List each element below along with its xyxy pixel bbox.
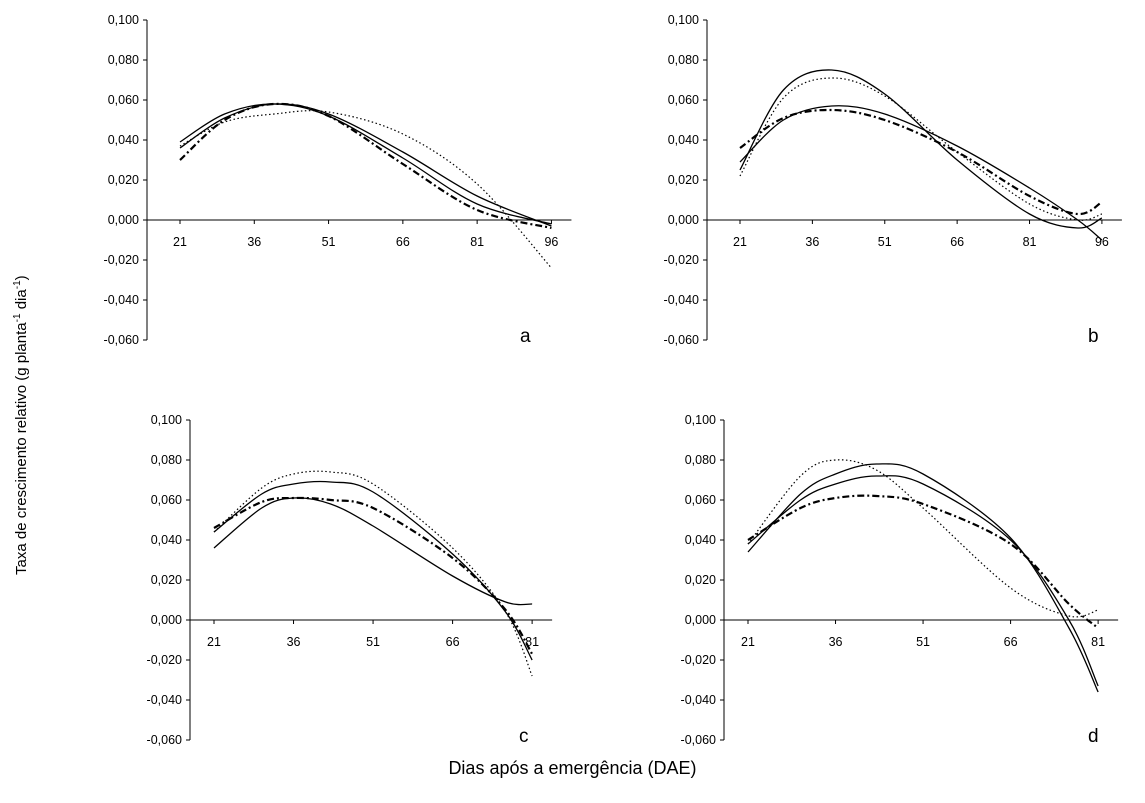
x-tick-label: 36 (829, 635, 843, 649)
series-line-d-2 (747, 463, 1099, 693)
y-axis-title: Taxa de crescimento relativo (g planta-1… (12, 275, 30, 575)
x-tick-label: 66 (396, 235, 410, 249)
series-line-c-4 (213, 496, 534, 655)
y-tick-label: 0,060 (151, 493, 182, 507)
x-tick-label: 36 (805, 235, 819, 249)
y-tick-label: -0,020 (104, 253, 139, 267)
y-tick-label: 0,060 (108, 93, 139, 107)
panel-label-b: b (1088, 326, 1099, 347)
y-tick-label: 0,080 (668, 53, 699, 67)
y-tick-label: -0,060 (681, 733, 716, 747)
series-line-b-1 (739, 69, 1103, 229)
x-tick-label: 81 (470, 235, 484, 249)
y-tick-label: 0,100 (668, 13, 699, 27)
x-tick-label: 21 (733, 235, 747, 249)
x-tick-label: 51 (366, 635, 380, 649)
x-tick-label: 21 (741, 635, 755, 649)
x-tick-label: 66 (1004, 635, 1018, 649)
x-tick-label: 66 (950, 235, 964, 249)
y-tick-label: -0,020 (681, 653, 716, 667)
series-line-b-3 (739, 105, 1103, 241)
series-line-a-4 (179, 102, 552, 230)
x-tick-label: 51 (916, 635, 930, 649)
panel-label-c: c (519, 726, 529, 747)
x-tick-label: 51 (322, 235, 336, 249)
series-line-c-3 (213, 480, 533, 661)
y-tick-label: -0,040 (147, 693, 182, 707)
y-tick-label: 0,100 (685, 413, 716, 427)
y-tick-label: 0,020 (151, 573, 182, 587)
y-tick-label: -0,060 (147, 733, 182, 747)
y-tick-label: 0,040 (108, 133, 139, 147)
y-tick-label: 0,100 (151, 413, 182, 427)
y-tick-label: 0,000 (108, 213, 139, 227)
y-tick-label: 0,100 (108, 13, 139, 27)
y-tick-label: 0,040 (685, 533, 716, 547)
y-tick-label: 0,000 (668, 213, 699, 227)
y-tick-label: -0,040 (104, 293, 139, 307)
x-axis-title: Dias após a emergência (DAE) (448, 758, 697, 778)
series-line-d-3 (747, 475, 1099, 687)
series-line-d-4 (747, 494, 1099, 629)
series-line-a-3 (179, 110, 552, 269)
y-tick-label: -0,040 (664, 293, 699, 307)
y-tick-label: 0,000 (151, 613, 182, 627)
panel-label-a: a (520, 326, 531, 347)
x-tick-label: 66 (446, 635, 460, 649)
y-tick-label: 0,020 (685, 573, 716, 587)
y-tick-label: 0,020 (108, 173, 139, 187)
x-tick-label: 21 (207, 635, 221, 649)
x-tick-label: 51 (878, 235, 892, 249)
y-tick-label: 0,060 (668, 93, 699, 107)
y-tick-label: 0,080 (151, 453, 182, 467)
x-tick-label: 21 (173, 235, 187, 249)
y-tick-label: 0,080 (685, 453, 716, 467)
y-tick-label: -0,020 (664, 253, 699, 267)
y-tick-label: 0,040 (151, 533, 182, 547)
series-line-c-1 (213, 497, 533, 606)
y-tick-label: -0,020 (147, 653, 182, 667)
panel-label-d: d (1088, 726, 1099, 747)
y-tick-label: -0,060 (104, 333, 139, 347)
x-tick-label: 96 (544, 235, 558, 249)
y-tick-label: -0,060 (664, 333, 699, 347)
series-line-b-4 (739, 108, 1103, 216)
y-tick-label: 0,060 (685, 493, 716, 507)
x-tick-label: 36 (247, 235, 261, 249)
series-line-d-1 (747, 459, 1099, 618)
y-tick-label: 0,000 (685, 613, 716, 627)
x-tick-label: 96 (1095, 235, 1109, 249)
x-tick-label: 81 (1023, 235, 1037, 249)
series-line-a-1 (179, 103, 552, 225)
y-tick-label: 0,080 (108, 53, 139, 67)
y-tick-label: -0,040 (681, 693, 716, 707)
y-tick-label: 0,040 (668, 133, 699, 147)
x-tick-label: 81 (1091, 635, 1105, 649)
x-tick-label: 36 (287, 635, 301, 649)
series-line-a-2 (179, 103, 552, 227)
y-tick-label: 0,020 (668, 173, 699, 187)
